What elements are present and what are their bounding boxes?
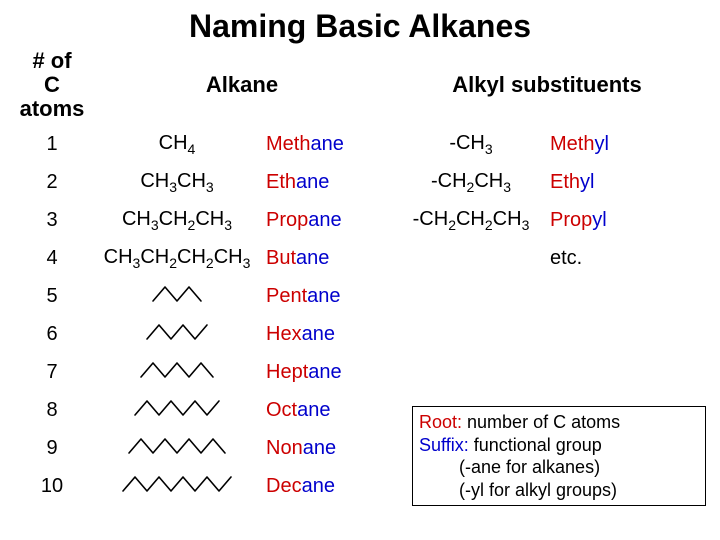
substituent-name: Ethyl	[546, 171, 690, 194]
carbon-count: 4	[12, 247, 92, 270]
alkane-formula: CH3CH2CH3	[92, 208, 262, 233]
alkane-name: Hexane	[262, 323, 396, 346]
alkane-formula	[92, 398, 262, 424]
alkane-formula: CH4	[92, 132, 262, 157]
alkane-name: Decane	[262, 475, 396, 498]
alkane-formula	[92, 284, 262, 310]
substituent-formula: -CH2CH3	[396, 170, 546, 195]
alkane-formula: CH3CH2CH2CH3	[92, 246, 262, 271]
alkane-name: Pentane	[262, 285, 396, 308]
note-line-2: Suffix: functional group	[419, 434, 699, 457]
header-alkane: Alkane	[92, 72, 392, 98]
substituent-formula: -CH3	[396, 132, 546, 157]
table-row: 7 Heptane	[12, 354, 708, 392]
note-line-3: (-ane for alkanes)	[419, 456, 699, 479]
carbon-count: 3	[12, 209, 92, 232]
note-line-1: Root: number of C atoms	[419, 411, 699, 434]
alkane-formula	[92, 436, 262, 462]
substituent-formula: -CH2CH2CH3	[396, 208, 546, 233]
carbon-count: 7	[12, 361, 92, 384]
header-substituents: Alkyl substituents	[392, 72, 702, 98]
carbon-count: 2	[12, 171, 92, 194]
alkane-name: Octane	[262, 399, 396, 422]
carbon-count: 9	[12, 437, 92, 460]
alkane-name: Methane	[262, 133, 396, 156]
header-n: # of C atoms	[12, 49, 92, 122]
table-row: 3CH3CH2CH3Propane-CH2CH2CH3Propyl	[12, 202, 708, 240]
substituent-name: etc.	[546, 247, 690, 270]
alkane-formula	[92, 322, 262, 348]
alkane-name: Heptane	[262, 361, 396, 384]
carbon-count: 5	[12, 285, 92, 308]
table-row: 2CH3CH3Ethane-CH2CH3Ethyl	[12, 164, 708, 202]
alkane-formula	[92, 474, 262, 500]
alkane-name: Nonane	[262, 437, 396, 460]
note-box: Root: number of C atoms Suffix: function…	[412, 406, 706, 506]
carbon-count: 10	[12, 475, 92, 498]
table-header: # of C atoms Alkane Alkyl substituents	[12, 49, 708, 122]
slide: Naming Basic Alkanes # of C atoms Alkane…	[0, 0, 720, 540]
page-title: Naming Basic Alkanes	[12, 8, 708, 45]
alkane-formula	[92, 360, 262, 386]
alkane-formula: CH3CH3	[92, 170, 262, 195]
carbon-count: 1	[12, 133, 92, 156]
table-row: 6 Hexane	[12, 316, 708, 354]
carbon-count: 6	[12, 323, 92, 346]
alkane-name: Propane	[262, 209, 396, 232]
substituent-name: Propyl	[546, 209, 690, 232]
carbon-count: 8	[12, 399, 92, 422]
note-line-4: (-yl for alkyl groups)	[419, 479, 699, 502]
substituent-name: Methyl	[546, 133, 690, 156]
table-row: 5 Pentane	[12, 278, 708, 316]
table-row: 1CH4Methane-CH3Methyl	[12, 126, 708, 164]
alkane-name: Butane	[262, 247, 396, 270]
table-row: 4CH3CH2CH2CH3Butane etc.	[12, 240, 708, 278]
alkane-name: Ethane	[262, 171, 396, 194]
